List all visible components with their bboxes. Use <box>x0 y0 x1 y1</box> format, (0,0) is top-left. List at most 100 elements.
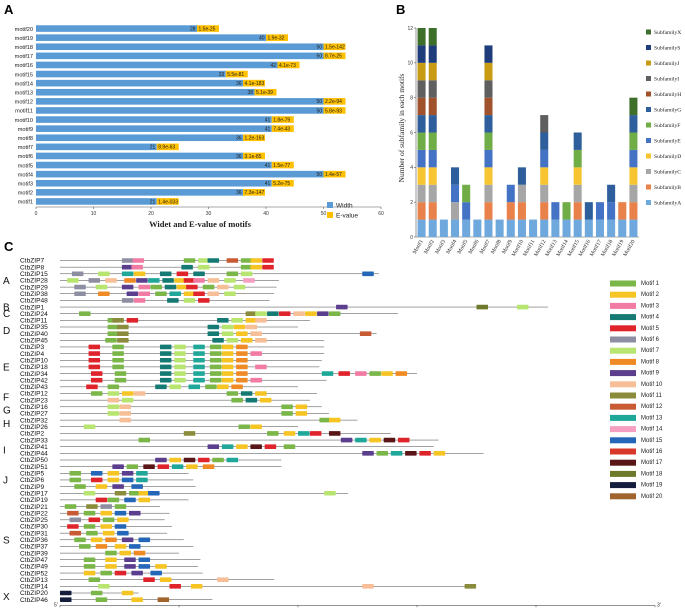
stack-segment <box>451 167 460 185</box>
stack-segment <box>484 115 493 133</box>
motif-category-label: motif8 <box>18 136 33 142</box>
motif-box <box>207 291 220 297</box>
motif-legend-label: Motif 12 <box>641 404 663 410</box>
stack-segment <box>551 219 560 237</box>
gene-label: CtbZIP14 <box>20 584 48 591</box>
motif-box <box>121 477 134 483</box>
motif-category-label: motif15 <box>15 72 33 78</box>
motif-box <box>397 437 410 443</box>
evalue-label: 8.7e-25 <box>325 54 342 60</box>
stack-segment <box>607 202 616 220</box>
motif-box <box>95 544 108 549</box>
motif-box <box>159 377 172 383</box>
evalue-bar <box>243 134 265 142</box>
gene-label: CtbZIP25 <box>20 517 48 524</box>
b-y-tick-label: 6 <box>410 130 413 136</box>
motif-box <box>174 357 186 363</box>
motif-box <box>183 431 196 436</box>
stack-segment <box>484 202 493 220</box>
motif-box <box>95 284 108 290</box>
evalue-label: 1.8e-79 <box>273 117 290 123</box>
width-value-label: 21 <box>150 199 156 205</box>
motif-box <box>255 318 267 323</box>
legend-label: SubfamilyE <box>654 138 681 145</box>
stack-segment <box>540 184 549 203</box>
a-x-tick-label: 40 <box>263 211 269 217</box>
motif-box <box>207 278 220 283</box>
group-label: D <box>3 326 10 337</box>
motif-box <box>143 464 155 469</box>
motif-box <box>250 258 262 263</box>
motif-box <box>305 311 317 316</box>
stack-segment <box>629 149 638 168</box>
group-label: I <box>3 446 6 457</box>
evalue-bar <box>323 52 346 60</box>
motif-category-label: motif20 <box>15 27 33 33</box>
b-y-tick-label: 4 <box>410 165 413 171</box>
motif-box <box>129 510 141 516</box>
motif-box <box>83 557 96 563</box>
motif-box <box>243 278 255 283</box>
motif-box <box>183 278 196 283</box>
motif-legend-label: Motif 8 <box>641 359 660 365</box>
width-value-label: 50 <box>316 172 322 178</box>
motif-box <box>245 397 258 403</box>
gene-label: CtbZIP42 <box>20 377 48 384</box>
motif-box <box>107 391 120 396</box>
group-label: J <box>3 475 8 486</box>
motif-box <box>83 570 96 576</box>
gene-label: CtbZIP15 <box>20 271 48 278</box>
motif-box <box>176 271 189 277</box>
motif-box <box>114 490 127 496</box>
motif-box <box>369 437 381 443</box>
chart-c: CtbZIP7CtbZIP8CtbZIP15CtbZIP28CtbZIP29Ct… <box>3 258 663 608</box>
motif-box <box>159 357 172 363</box>
motif-box <box>250 424 262 430</box>
motif-box <box>293 311 305 316</box>
gene-label: CtbZIP28 <box>20 278 48 285</box>
stack-segment <box>417 62 426 81</box>
motif-box <box>245 318 258 323</box>
motif-box <box>198 298 210 303</box>
motif-box <box>174 364 186 370</box>
motif-box <box>376 451 389 456</box>
three-prime-label: 3' <box>657 602 661 608</box>
stack-segment <box>484 45 493 63</box>
width-value-label: 41 <box>265 126 271 132</box>
motif-box <box>340 437 353 443</box>
motif-box <box>217 577 229 582</box>
legend-swatch <box>646 91 651 97</box>
a-x-tick-label: 0 <box>35 211 38 217</box>
group-label: C <box>3 309 10 320</box>
motif-box <box>159 371 172 376</box>
stack-segment <box>595 202 604 220</box>
motif-box <box>131 484 143 489</box>
motif-box <box>162 278 174 283</box>
motif-box <box>112 464 124 469</box>
motif-box <box>121 471 134 476</box>
motif-box <box>236 371 248 376</box>
stack-segment <box>629 202 638 220</box>
evalue-label: 2.2e-94 <box>325 99 342 105</box>
motif-box <box>390 451 403 456</box>
width-value-label: 50 <box>316 54 322 60</box>
legend-label: SubfamilyX <box>654 29 681 36</box>
motif-box <box>121 590 134 596</box>
motif-box <box>250 264 262 270</box>
stack-segment <box>462 184 471 203</box>
gene-label: CtbZIP2 <box>20 431 45 438</box>
motif-box <box>114 371 127 376</box>
stack-segment <box>584 202 593 220</box>
stack-segment <box>484 97 493 116</box>
chart-b-ylabel: Number of subfamily in each motifs <box>397 73 406 182</box>
a-x-tick-label: 60 <box>378 211 384 217</box>
motif-box <box>193 344 205 350</box>
stack-segment <box>517 184 526 203</box>
width-value-label: 50 <box>316 45 322 51</box>
legend-swatch-evalue <box>327 212 333 218</box>
motif-category-label: motif19 <box>15 36 33 42</box>
stack-segment <box>607 184 616 203</box>
evalue-label: 5.2e-75 <box>273 181 290 187</box>
group-label: F <box>3 392 9 403</box>
width-value-label: 41 <box>265 117 271 123</box>
